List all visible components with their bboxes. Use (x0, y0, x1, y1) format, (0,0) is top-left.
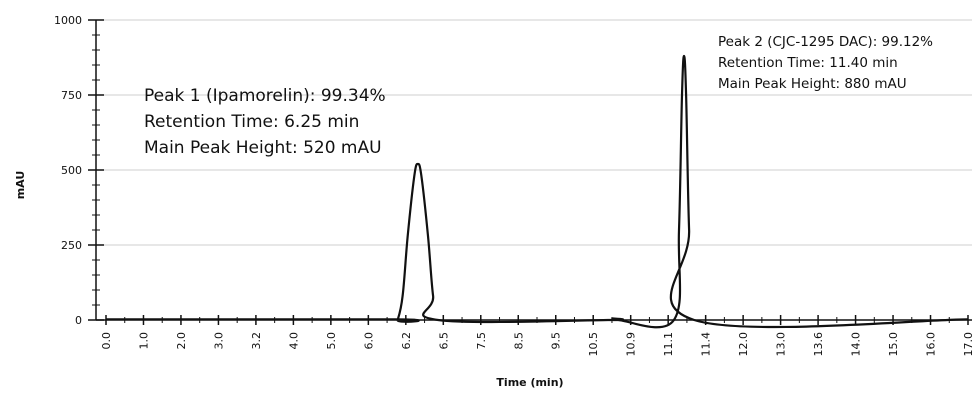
x-tick-label: 17.0 (962, 332, 972, 357)
x-tick-label: 7.5 (475, 332, 488, 350)
x-tick-label: 12.0 (737, 332, 750, 357)
x-tick-label: 15.0 (887, 332, 900, 357)
x-tick-label: 3.0 (212, 332, 225, 350)
peak-2-height: Main Peak Height: 880 mAU (718, 76, 907, 92)
x-tick-label: 13.6 (812, 332, 825, 357)
series-layer (105, 54, 969, 329)
x-tick-label: 16.0 (925, 332, 938, 357)
x-ticks: 0.0 1.0 2.0 3.0 3.2 4.0 5.0 6.0 6.2 6.5 7.5 8.5 9.5 1… (100, 315, 972, 357)
x-tick-label: 0.0 (100, 332, 113, 350)
x-tick-label: 13.0 (775, 332, 788, 357)
x-tick-label: 14.0 (850, 332, 863, 357)
x-tick-label: 10.5 (587, 332, 600, 357)
x-tick-label: 4.0 (287, 332, 300, 350)
peak-1-height: Main Peak Height: 520 mAU (144, 138, 382, 158)
y-tick-label: 1000 (54, 14, 82, 27)
peak-1-retention: Retention Time: 6.25 min (144, 112, 359, 132)
x-tick-label: 5.0 (325, 332, 338, 350)
x-tick-label: 3.2 (250, 332, 263, 350)
x-tick-label: 9.5 (550, 332, 563, 350)
y-tick-label: 750 (61, 89, 82, 102)
x-tick-label: 6.0 (362, 332, 375, 350)
x-tick-label: 1.0 (137, 332, 150, 350)
y-ticks: 0 250 500 750 1000 (54, 14, 104, 327)
peak-1-label: Peak 1 (Ipamorelin): 99.34% (144, 86, 386, 106)
peak-1-annotation: Peak 1 (Ipamorelin): 99.34% Retention Ti… (144, 86, 386, 158)
x-tick-label: 6.5 (437, 332, 450, 350)
y-tick-label: 0 (75, 314, 82, 327)
y-axis-title: mAU (14, 171, 27, 200)
x-tick-label: 2.0 (175, 332, 188, 350)
x-tick-label: 10.9 (625, 332, 638, 357)
peak-2-annotation: Peak 2 (CJC-1295 DAC): 99.12% Retention … (718, 34, 933, 92)
y-tick-label: 250 (61, 239, 82, 252)
x-tick-label: 11.1 (662, 332, 675, 357)
chromatogram-trace (105, 54, 969, 329)
x-tick-label: 11.4 (700, 332, 713, 357)
y-tick-label: 500 (61, 164, 82, 177)
peak-2-label: Peak 2 (CJC-1295 DAC): 99.12% (718, 34, 933, 50)
peak-2-retention: Retention Time: 11.40 min (718, 55, 898, 71)
x-tick-label: 6.2 (400, 332, 413, 350)
x-tick-label: 8.5 (512, 332, 525, 350)
x-axis-title: Time (min) (496, 376, 563, 389)
